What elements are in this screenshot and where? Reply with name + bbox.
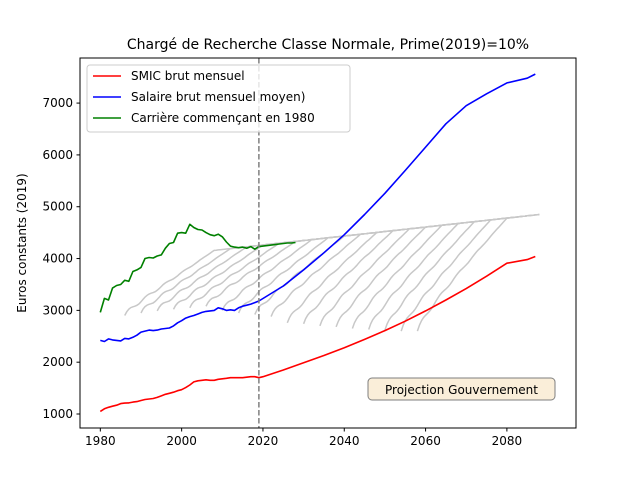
x-tick-label: 2060 <box>410 434 441 448</box>
x-axis: 1980 2000 2020 2040 2060 2080 <box>85 428 522 448</box>
chart-title: Chargé de Recherche Classe Normale, Prim… <box>127 37 529 53</box>
y-tick-label: 1000 <box>42 407 73 421</box>
x-tick-label: 1980 <box>85 434 116 448</box>
grey-career-line <box>384 213 540 331</box>
y-axis-label: Euros constants (2019) <box>15 173 29 312</box>
y-tick-label: 5000 <box>42 200 73 214</box>
y-axis: 1000 2000 3000 4000 5000 6000 7000 <box>42 96 80 421</box>
legend-label-1: SMIC brut mensuel <box>131 69 245 83</box>
x-tick-label: 2020 <box>248 434 279 448</box>
annotation-text: Projection Gouvernement <box>385 383 538 397</box>
legend: SMIC brut mensuel Salaire brut mensuel mo… <box>86 64 351 133</box>
x-tick-label: 2040 <box>329 434 360 448</box>
legend-label-2: Salaire brut mensuel moyen) <box>131 90 305 104</box>
legend-box <box>86 64 351 133</box>
y-tick-label: 4000 <box>42 252 73 266</box>
x-tick-label: 2080 <box>492 434 523 448</box>
grey-career-lines <box>124 213 540 332</box>
plot-area-frame <box>79 57 577 429</box>
y-tick-label: 7000 <box>42 96 73 110</box>
grey-career-line <box>367 214 532 330</box>
y-tick-label: 2000 <box>42 355 73 369</box>
series-line-1 <box>99 255 536 413</box>
grey-career-line <box>237 228 402 314</box>
projection-annotation: Projection Gouvernement <box>367 377 556 401</box>
annotation-box <box>367 377 556 401</box>
grey-career-line <box>221 230 386 311</box>
series-line-2 <box>100 73 536 343</box>
legend-label-3: Carrière commençant en 1980 <box>131 111 315 125</box>
grey-career-line <box>416 213 540 332</box>
main-series-lines <box>99 73 536 413</box>
y-tick-label: 3000 <box>42 303 73 317</box>
x-tick-label: 2000 <box>166 434 197 448</box>
series-line-3 <box>99 223 296 313</box>
y-tick-label: 6000 <box>42 148 73 162</box>
